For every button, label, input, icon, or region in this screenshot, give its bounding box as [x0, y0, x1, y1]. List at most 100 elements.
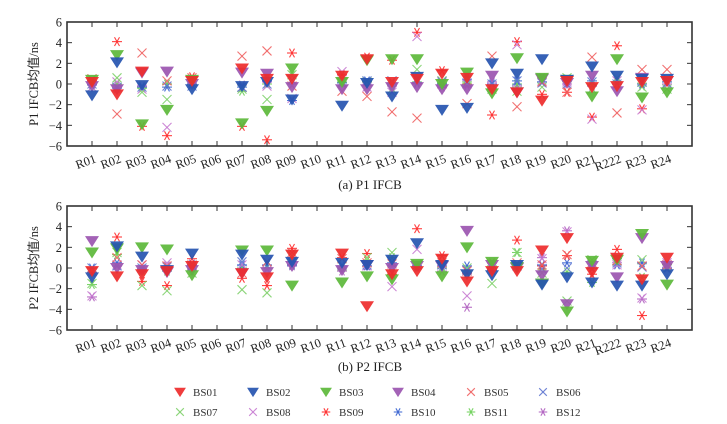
legend-marker-bs04	[392, 387, 404, 398]
data-point	[85, 247, 99, 259]
data-point	[512, 39, 522, 50]
data-point	[560, 272, 574, 284]
x-tick-label: R12	[349, 336, 373, 356]
data-point	[610, 252, 624, 264]
data-point	[335, 70, 349, 82]
data-point	[612, 244, 622, 255]
data-point	[485, 84, 499, 96]
legend-item-bs01: BS01	[174, 387, 217, 399]
data-point	[262, 287, 272, 298]
data-point	[360, 84, 374, 96]
data-point	[610, 272, 624, 284]
data-point	[85, 90, 99, 102]
data-point	[535, 270, 549, 282]
data-point	[435, 104, 449, 116]
data-point	[260, 245, 274, 257]
data-point	[335, 84, 349, 96]
x-tick-label: R04	[149, 335, 174, 356]
data-point	[612, 108, 622, 118]
data-point	[637, 262, 647, 272]
x-tick-label: R02	[99, 152, 123, 172]
legend-item-bs05: BS05	[466, 387, 509, 399]
data-point	[460, 102, 474, 114]
data-point	[360, 301, 374, 313]
data-point	[360, 259, 374, 271]
data-point	[585, 70, 599, 82]
series-bs01	[85, 54, 674, 107]
data-point	[385, 254, 399, 266]
data-point	[335, 257, 349, 269]
data-point	[410, 266, 424, 278]
data-point	[112, 37, 122, 47]
data-point	[85, 272, 99, 284]
x-tick-label: R03	[124, 152, 148, 172]
data-point	[637, 64, 647, 75]
data-point	[535, 54, 549, 66]
x-tick-label: R11	[324, 152, 348, 172]
data-point	[110, 89, 124, 101]
data-point	[260, 105, 274, 117]
x-tick-label: R23	[624, 336, 648, 356]
data-point	[85, 236, 99, 248]
data-point	[660, 252, 674, 264]
data-point	[262, 94, 272, 105]
plot-frame	[66, 21, 693, 147]
x-tick-label: R13	[374, 336, 398, 356]
data-point	[435, 79, 449, 91]
x-tick-label: R07	[224, 336, 248, 356]
data-point	[560, 233, 574, 245]
legend-label: BS05	[484, 387, 509, 399]
series-bs08	[87, 31, 672, 133]
data-point	[485, 266, 499, 278]
y-tick-label: 4	[56, 220, 63, 234]
data-point	[412, 244, 422, 255]
series-bs02	[85, 238, 674, 292]
series-bs05	[87, 247, 672, 279]
data-point	[435, 259, 449, 271]
legend-item-bs10: BS10	[393, 407, 436, 419]
x-tick-label: R12	[349, 152, 373, 172]
data-point	[162, 280, 172, 291]
legend-marker-bs10	[393, 408, 403, 416]
y-axis-label: P1 IFCB均值/ns	[26, 42, 41, 126]
data-point	[112, 109, 122, 119]
legend-marker-bs05	[466, 387, 476, 397]
data-point	[410, 54, 424, 66]
data-point	[537, 82, 547, 92]
x-tick-label: R13	[374, 152, 398, 172]
data-point	[112, 252, 122, 263]
data-point	[360, 54, 374, 66]
data-point	[587, 114, 597, 125]
data-point	[262, 46, 272, 56]
legend-marker-bs09	[321, 408, 331, 416]
data-point	[435, 253, 449, 265]
data-point	[410, 258, 424, 270]
series-bs06	[87, 256, 672, 275]
legend-label: BS10	[411, 407, 436, 419]
series-bs09	[87, 224, 672, 321]
y-tick-label: −6	[49, 324, 62, 338]
data-point	[162, 81, 172, 91]
data-point	[412, 113, 422, 123]
series-bs07	[87, 64, 672, 105]
series-bs07	[87, 247, 672, 306]
data-point	[285, 63, 299, 75]
series-bs12	[87, 226, 672, 312]
data-point	[535, 95, 549, 107]
legend-marker-bs02	[247, 387, 259, 398]
data-point	[360, 78, 374, 90]
data-point	[162, 285, 172, 296]
data-point	[85, 76, 99, 88]
x-tick-label: R02	[99, 336, 123, 356]
x-tick-label: R23	[624, 152, 648, 172]
data-point	[285, 249, 299, 261]
legend-item-bs12: BS12	[538, 407, 580, 419]
y-tick-label: −4	[49, 303, 63, 317]
data-point	[510, 266, 524, 278]
data-point	[87, 291, 97, 301]
x-tick-label: R10	[299, 336, 323, 356]
x-tick-label: R15	[424, 152, 448, 172]
x-tick-label: R21	[574, 336, 598, 356]
series-bs11	[87, 71, 672, 96]
